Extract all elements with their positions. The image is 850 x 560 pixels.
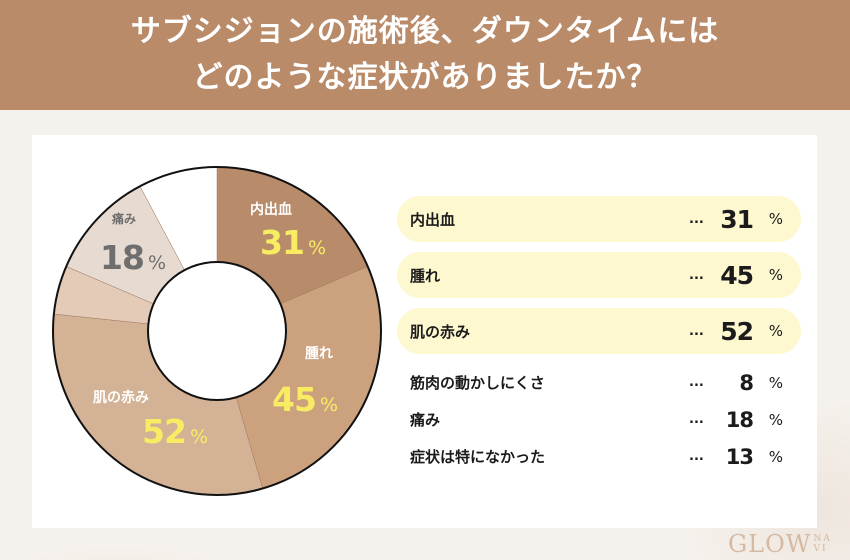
donut-hole — [147, 261, 287, 401]
legend-value: 45 — [720, 260, 754, 290]
legend-item-redness: 肌の赤み ... 52 % — [397, 308, 801, 354]
legend-label: 内出血 — [410, 210, 456, 229]
legend-item-no-symptoms: 症状は特になかった ... 13 % — [397, 438, 801, 475]
donut-label-pain: 痛み — [112, 212, 137, 226]
legend-label: 筋肉の動かしにくさ — [410, 374, 545, 392]
donut-label-swelling: 腫れ — [305, 346, 333, 362]
legend-value: 8 — [739, 370, 754, 395]
donut-label-redness: 肌の赤み — [93, 390, 149, 406]
percent-sign: % — [768, 373, 783, 392]
legend-value: 52 — [720, 316, 754, 346]
donut-chart — [52, 166, 382, 496]
legend-item-muscle-stiffness: 筋肉の動かしにくさ ... 8 % — [397, 364, 801, 401]
leader-dots: ... — [689, 375, 704, 390]
leader-dots: ... — [689, 449, 704, 464]
legend-value: 31 — [720, 204, 754, 234]
donut-value-pain: 18% — [100, 238, 166, 277]
legend-label: 症状は特になかった — [410, 448, 546, 466]
legend-value: 13 — [725, 444, 754, 469]
title-banner: サブシジョンの施術後、ダウンタイムには どのような症状がありましたか？ — [0, 0, 850, 110]
leader-dots: ... — [689, 267, 704, 283]
legend-label: 腫れ — [410, 266, 441, 285]
percent-sign: % — [768, 447, 783, 466]
legend-list: 内出血 ... 31 % 腫れ ... 45 % 肌の赤み ... 52 % 筋… — [397, 196, 801, 475]
leader-dots: ... — [689, 323, 704, 339]
legend-item-swelling: 腫れ ... 45 % — [397, 252, 801, 298]
legend-value: 18 — [725, 407, 754, 432]
percent-sign: % — [768, 322, 783, 340]
legend-item-pain: 痛み ... 18 % — [397, 401, 801, 438]
leader-dots: ... — [689, 211, 704, 227]
percent-sign: % — [768, 210, 783, 228]
title-line-1: サブシジョンの施術後、ダウンタイムには — [130, 14, 720, 49]
legend-item-bruising: 内出血 ... 31 % — [397, 196, 801, 242]
percent-sign: % — [768, 266, 783, 284]
leader-dots: ... — [689, 412, 704, 427]
donut-value-redness: 52% — [142, 412, 208, 451]
donut-outer-ring — [52, 166, 382, 496]
percent-sign: % — [768, 410, 783, 429]
legend-label: 肌の赤み — [410, 322, 471, 341]
donut-value-bruising: 31% — [260, 223, 326, 262]
donut-value-swelling: 45% — [272, 380, 338, 419]
donut-label-bruising: 内出血 — [250, 202, 292, 218]
glow-navi-logo: GLOW NA VI — [728, 530, 832, 558]
legend-label: 痛み — [410, 411, 441, 429]
title-line-2: どのような症状がありましたか？ — [192, 60, 658, 95]
